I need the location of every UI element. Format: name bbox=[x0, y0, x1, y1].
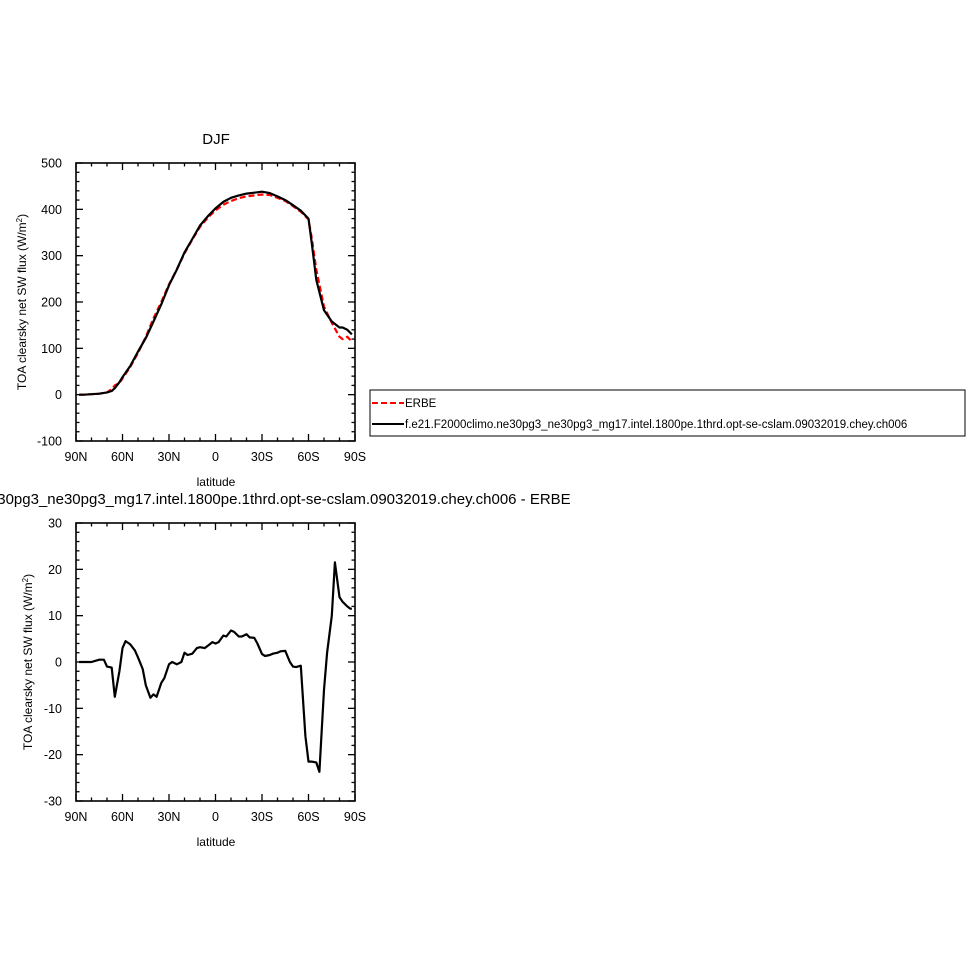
bottom-y-axis-title-main: TOA clearsky net SW flux (W/m bbox=[21, 582, 35, 750]
top-y-axis-title-close: ) bbox=[15, 214, 29, 218]
top-y-tick-label: 300 bbox=[41, 249, 62, 263]
top-x-tick-label: 90S bbox=[344, 450, 366, 464]
top-y-tick-label: 500 bbox=[41, 157, 62, 171]
top-series-group bbox=[79, 190, 353, 396]
bottom-x-tick-label: 0 bbox=[212, 810, 219, 824]
top-plot-frame bbox=[75, 162, 356, 442]
top-x-tick-label: 30N bbox=[158, 450, 181, 464]
top-panel-title: DJF bbox=[202, 131, 230, 148]
top-x-tick-label: 90N bbox=[65, 450, 88, 464]
bottom-ticks-group: 90N 60N 30N 0 30S 60S 90S -30 -20 -10 0 10 20 30 bbox=[44, 517, 366, 825]
top-ticks-group: 90N 60N 30N 0 30S 60S 90S -100 0 100 200 300 400 500 bbox=[37, 157, 366, 465]
top-y-tick-label: 400 bbox=[41, 203, 62, 217]
top-series-line-0 bbox=[79, 193, 353, 396]
bottom-x-tick-label: 60S bbox=[297, 810, 319, 824]
bottom-y-axis-title-close: ) bbox=[21, 574, 35, 578]
top-x-tick-label: 60N bbox=[111, 450, 134, 464]
legend-erbe-label: ERBE bbox=[405, 398, 437, 410]
bottom-x-axis-title: latitude bbox=[197, 835, 236, 849]
top-panel: DJF 90N 60N 30N 0 30S 60S 90S -100 0 100 200 300 400… bbox=[15, 131, 366, 489]
bottom-plot-frame bbox=[75, 522, 356, 802]
top-y-tick-label: 100 bbox=[41, 342, 62, 356]
bottom-panel-title: f.e21.F2000climo.ne30pg3_ne30pg3_mg17.in… bbox=[0, 491, 571, 508]
bottom-x-tick-label: 30N bbox=[158, 810, 181, 824]
bottom-y-tick-label: -30 bbox=[44, 795, 62, 809]
top-y-axis-title: TOA clearsky net SW flux (W/m2) bbox=[15, 214, 29, 390]
top-y-axis-title-main: TOA clearsky net SW flux (W/m bbox=[15, 222, 29, 390]
bottom-y-tick-label: 10 bbox=[48, 609, 62, 623]
legend: ERBE f.e21.F2000climo.ne30pg3_ne30pg3_mg… bbox=[369, 389, 966, 437]
bottom-y-tick-label: -20 bbox=[44, 748, 62, 762]
top-x-tick-label: 60S bbox=[297, 450, 319, 464]
bottom-y-axis-title-sup: 2 bbox=[21, 577, 30, 582]
top-y-tick-label: 0 bbox=[55, 388, 62, 402]
bottom-y-axis-title: TOA clearsky net SW flux (W/m2) bbox=[21, 574, 35, 750]
bottom-series-group bbox=[79, 561, 352, 773]
bottom-x-tick-label: 90N bbox=[65, 810, 88, 824]
bottom-x-tick-label: 30S bbox=[251, 810, 273, 824]
top-y-tick-label: 200 bbox=[41, 296, 62, 310]
bottom-y-tick-label: 0 bbox=[55, 656, 62, 670]
top-y-tick-label: -100 bbox=[37, 435, 62, 449]
top-x-tick-label: 0 bbox=[212, 450, 219, 464]
top-x-axis-title: latitude bbox=[197, 475, 236, 489]
legend-box bbox=[369, 389, 966, 437]
bottom-x-tick-label: 60N bbox=[111, 810, 134, 824]
bottom-x-tick-label: 90S bbox=[344, 810, 366, 824]
top-y-axis-title-sup: 2 bbox=[15, 217, 24, 222]
top-x-tick-label: 30S bbox=[251, 450, 273, 464]
bottom-y-tick-label: 30 bbox=[48, 517, 62, 531]
bottom-y-tick-label: -10 bbox=[44, 702, 62, 716]
top-series-line-1 bbox=[79, 190, 353, 396]
bottom-y-tick-label: 20 bbox=[48, 563, 62, 577]
legend-model-label: f.e21.F2000climo.ne30pg3_ne30pg3_mg17.in… bbox=[405, 419, 907, 431]
bottom-panel: f.e21.F2000climo.ne30pg3_ne30pg3_mg17.in… bbox=[0, 491, 571, 849]
bottom-series-line-0 bbox=[79, 561, 352, 773]
